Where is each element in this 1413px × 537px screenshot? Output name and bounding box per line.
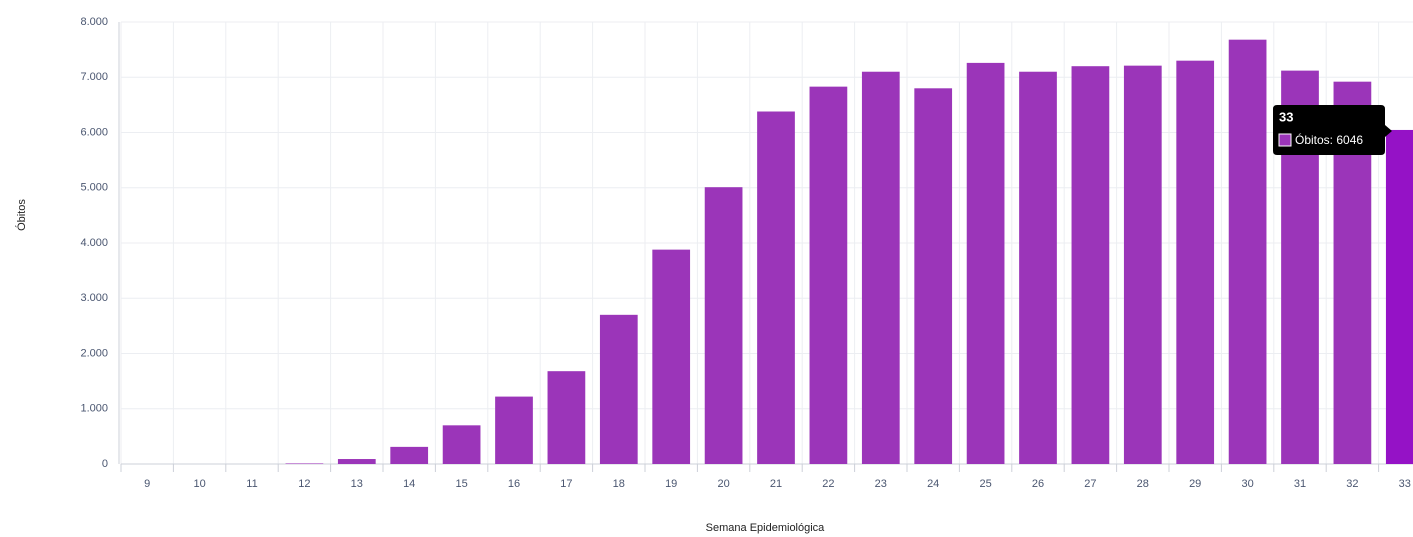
- x-tick-label: 26: [1032, 478, 1044, 490]
- y-tick-label: 3.000: [80, 292, 108, 304]
- x-tick-label: 21: [770, 478, 782, 490]
- x-tick-label: 33: [1399, 478, 1411, 490]
- x-tick-label: 11: [246, 478, 257, 490]
- x-tick-label: 19: [665, 478, 677, 490]
- bar: [442, 425, 481, 464]
- tooltip-title: 33: [1279, 109, 1293, 124]
- x-tick-label: 25: [979, 478, 991, 490]
- bar: [757, 111, 795, 464]
- bar: [495, 396, 533, 464]
- x-tick-label: 31: [1294, 478, 1306, 490]
- bar: [966, 62, 1005, 464]
- bar: [704, 187, 743, 464]
- y-tick-label: 0: [102, 458, 108, 470]
- bar: [809, 86, 848, 464]
- y-tick-label: 2.000: [80, 347, 108, 359]
- bar: [599, 314, 638, 464]
- y-tick-label: 6.000: [80, 126, 108, 138]
- x-tick-label: 18: [613, 478, 625, 490]
- tooltip-label: Óbitos: 6046: [1295, 132, 1363, 147]
- x-tick-label: 22: [822, 478, 834, 490]
- bar: [1019, 71, 1057, 464]
- y-axis-label: Óbitos: [15, 199, 28, 231]
- x-tick-label: 15: [455, 478, 467, 490]
- x-tick-label: 28: [1137, 478, 1149, 490]
- bar: [1385, 129, 1413, 464]
- y-tick-label: 5.000: [80, 182, 108, 194]
- bar: [914, 88, 953, 465]
- tooltip-box: [1273, 105, 1392, 155]
- bar: [337, 459, 376, 464]
- bar: [861, 71, 900, 464]
- y-tick-label: 8.000: [80, 16, 108, 28]
- bar: [1123, 65, 1162, 465]
- x-tick-label: 27: [1084, 478, 1096, 490]
- x-tick-label: 20: [717, 478, 729, 490]
- x-tick-label: 29: [1189, 478, 1201, 490]
- bar: [547, 371, 586, 464]
- x-tick-label: 16: [508, 478, 520, 490]
- x-axis-label: Semana Epidemiológica: [706, 522, 826, 534]
- x-tick-label: 13: [351, 478, 363, 490]
- y-tick-label: 7.000: [80, 71, 108, 83]
- x-tick-label: 10: [193, 478, 205, 490]
- x-tick-label: 24: [927, 478, 939, 490]
- x-tick-label: 32: [1346, 478, 1358, 490]
- bar: [1176, 60, 1215, 465]
- bar: [1228, 39, 1267, 465]
- x-tick-label: 9: [144, 478, 150, 490]
- y-tick-label: 1.000: [80, 403, 108, 415]
- bar: [285, 463, 324, 464]
- bar: [390, 446, 429, 464]
- x-tick-label: 30: [1241, 478, 1253, 490]
- x-tick-label: 23: [875, 478, 887, 490]
- x-tick-label: 12: [298, 478, 310, 490]
- x-tick-label: 14: [403, 478, 415, 490]
- bar: [1071, 66, 1110, 464]
- y-tick-label: 4.000: [80, 237, 108, 249]
- x-tick-label: 17: [560, 478, 572, 490]
- bar: [652, 249, 691, 464]
- tooltip-swatch: [1278, 133, 1292, 147]
